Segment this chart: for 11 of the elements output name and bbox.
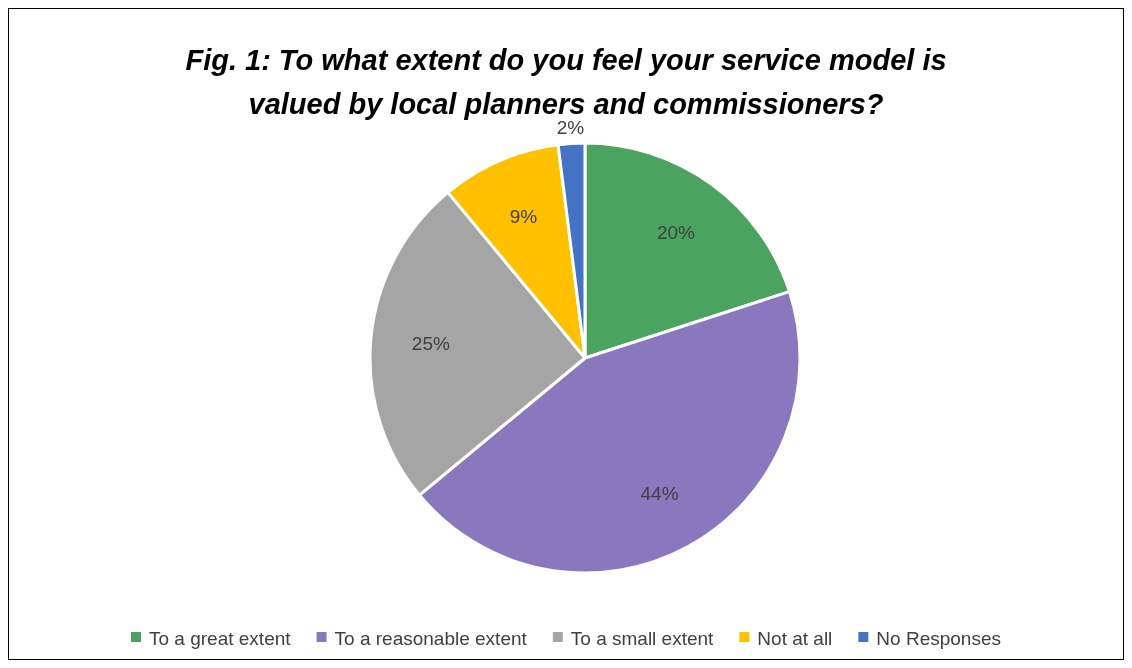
legend-label: Not at all	[757, 627, 833, 649]
legend-label: To a small extent	[570, 627, 715, 649]
legend-label: To a great extent	[149, 627, 292, 649]
data-label: 44%	[640, 483, 679, 505]
data-label: 25%	[411, 333, 451, 355]
data-label: 20%	[656, 222, 696, 244]
chart-title: Fig. 1: To what extent do you feel your service model is valued by local planners and commissioners?	[185, 44, 947, 120]
legend-label: To a reasonable extent	[334, 627, 528, 649]
legend-label: No Responses	[876, 627, 1001, 649]
data-label: 2%	[556, 117, 585, 139]
data-label: 9%	[509, 205, 538, 227]
